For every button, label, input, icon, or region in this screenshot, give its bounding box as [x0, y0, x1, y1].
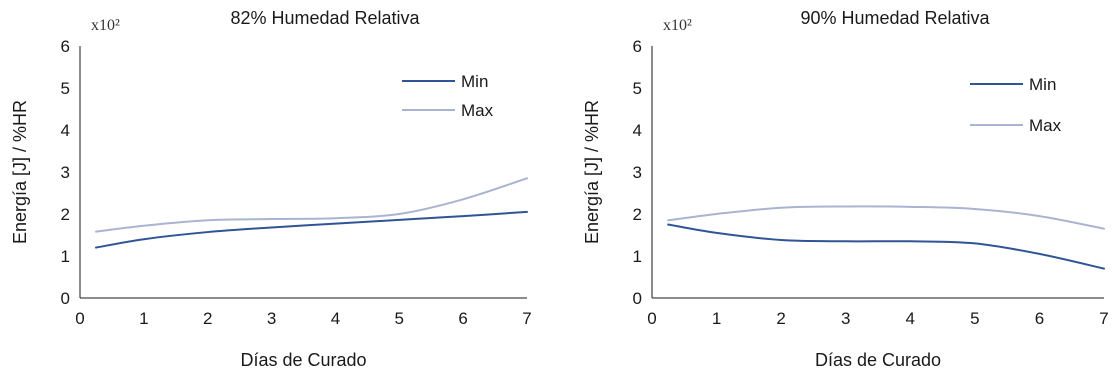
x-tick-label: 3 — [841, 309, 850, 328]
y-tick-label: 3 — [633, 163, 642, 182]
x-tick-label: 6 — [458, 309, 467, 328]
series-line-min — [94, 210, 528, 249]
y-tick-label: 4 — [61, 121, 70, 140]
legend-label-min: Min — [1029, 75, 1056, 94]
chart-82-humedad: 0 1 2 3 4 5 6 0 1 2 3 4 5 6 7 82% Humedad Relativa x10² E… — [10, 8, 532, 370]
y-tick-label: 2 — [633, 205, 642, 224]
series-line-max — [667, 205, 1105, 230]
y-tick-label: 5 — [633, 79, 642, 98]
scale-note: x10² — [663, 17, 692, 34]
y-axis-label: Energía [J] / %HR — [582, 100, 602, 244]
x-tick-label: 0 — [647, 309, 656, 328]
series-line-max — [94, 177, 528, 233]
y-tick-label: 6 — [633, 37, 642, 56]
chart-title: 82% Humedad Relativa — [230, 8, 420, 28]
x-tick-label: 1 — [712, 309, 721, 328]
x-axis-label: Días de Curado — [815, 350, 941, 370]
series-line-min — [667, 223, 1105, 270]
y-tick-label: 3 — [61, 163, 70, 182]
legend-label-max: Max — [1029, 116, 1062, 135]
x-tick-label: 5 — [395, 309, 404, 328]
x-tick-label: 1 — [139, 309, 148, 328]
x-tick-label: 0 — [75, 309, 84, 328]
y-tick-label: 1 — [633, 247, 642, 266]
x-tick-label: 2 — [203, 309, 212, 328]
y-tick-label: 2 — [61, 205, 70, 224]
x-tick-label: 3 — [267, 309, 276, 328]
y-tick-label: 5 — [61, 79, 70, 98]
legend-label-min: Min — [461, 72, 488, 91]
y-tick-label: 1 — [61, 247, 70, 266]
x-tick-label: 6 — [1035, 309, 1044, 328]
chart-title: 90% Humedad Relativa — [800, 8, 990, 28]
x-tick-label: 5 — [970, 309, 979, 328]
x-axis-label: Días de Curado — [240, 350, 366, 370]
x-tick-label: 2 — [776, 309, 785, 328]
chart-90-humedad: 0 1 2 3 4 5 6 0 1 2 3 4 5 6 7 90% Humedad Relativa x10² E… — [582, 8, 1109, 370]
y-tick-label: 0 — [61, 289, 70, 308]
x-tick-label: 4 — [906, 309, 915, 328]
x-tick-label: 4 — [331, 309, 340, 328]
y-tick-label: 6 — [61, 37, 70, 56]
y-tick-label: 4 — [633, 121, 642, 140]
y-axis-label: Energía [J] / %HR — [10, 100, 30, 244]
y-tick-label: 0 — [633, 289, 642, 308]
x-tick-label: 7 — [522, 309, 531, 328]
legend-label-max: Max — [461, 101, 494, 120]
x-tick-label: 7 — [1099, 309, 1108, 328]
scale-note: x10² — [91, 17, 120, 34]
